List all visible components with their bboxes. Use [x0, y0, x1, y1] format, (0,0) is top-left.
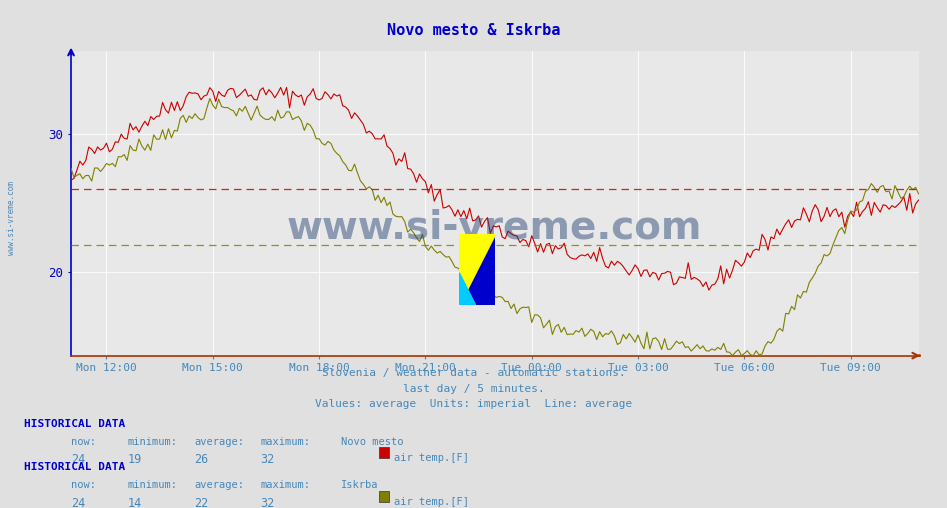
Polygon shape	[459, 234, 495, 305]
Text: 14: 14	[128, 497, 142, 508]
Text: 26: 26	[194, 453, 208, 466]
Text: last day / 5 minutes.: last day / 5 minutes.	[402, 384, 545, 394]
Text: now:: now:	[71, 480, 96, 490]
Text: air temp.[F]: air temp.[F]	[394, 497, 469, 507]
Text: HISTORICAL DATA: HISTORICAL DATA	[24, 462, 125, 472]
Text: 24: 24	[71, 453, 85, 466]
Text: www.si-vreme.com: www.si-vreme.com	[7, 181, 16, 256]
Text: air temp.[F]: air temp.[F]	[394, 453, 469, 463]
Text: 24: 24	[71, 497, 85, 508]
Text: average:: average:	[194, 480, 244, 490]
Polygon shape	[459, 273, 475, 305]
Text: HISTORICAL DATA: HISTORICAL DATA	[24, 419, 125, 429]
Polygon shape	[459, 234, 495, 305]
Text: 22: 22	[194, 497, 208, 508]
Text: minimum:: minimum:	[128, 480, 178, 490]
Text: Values: average  Units: imperial  Line: average: Values: average Units: imperial Line: av…	[314, 399, 633, 409]
Text: 32: 32	[260, 453, 275, 466]
Text: average:: average:	[194, 437, 244, 447]
Text: Novo mesto & Iskrba: Novo mesto & Iskrba	[386, 23, 561, 38]
Text: now:: now:	[71, 437, 96, 447]
Text: Iskrba: Iskrba	[341, 480, 379, 490]
Text: Novo mesto: Novo mesto	[341, 437, 403, 447]
Text: maximum:: maximum:	[260, 437, 311, 447]
Text: www.si-vreme.com: www.si-vreme.com	[287, 209, 703, 246]
Text: maximum:: maximum:	[260, 480, 311, 490]
Text: 19: 19	[128, 453, 142, 466]
Text: 32: 32	[260, 497, 275, 508]
Text: Slovenia / weather data - automatic stations.: Slovenia / weather data - automatic stat…	[322, 368, 625, 378]
Text: minimum:: minimum:	[128, 437, 178, 447]
